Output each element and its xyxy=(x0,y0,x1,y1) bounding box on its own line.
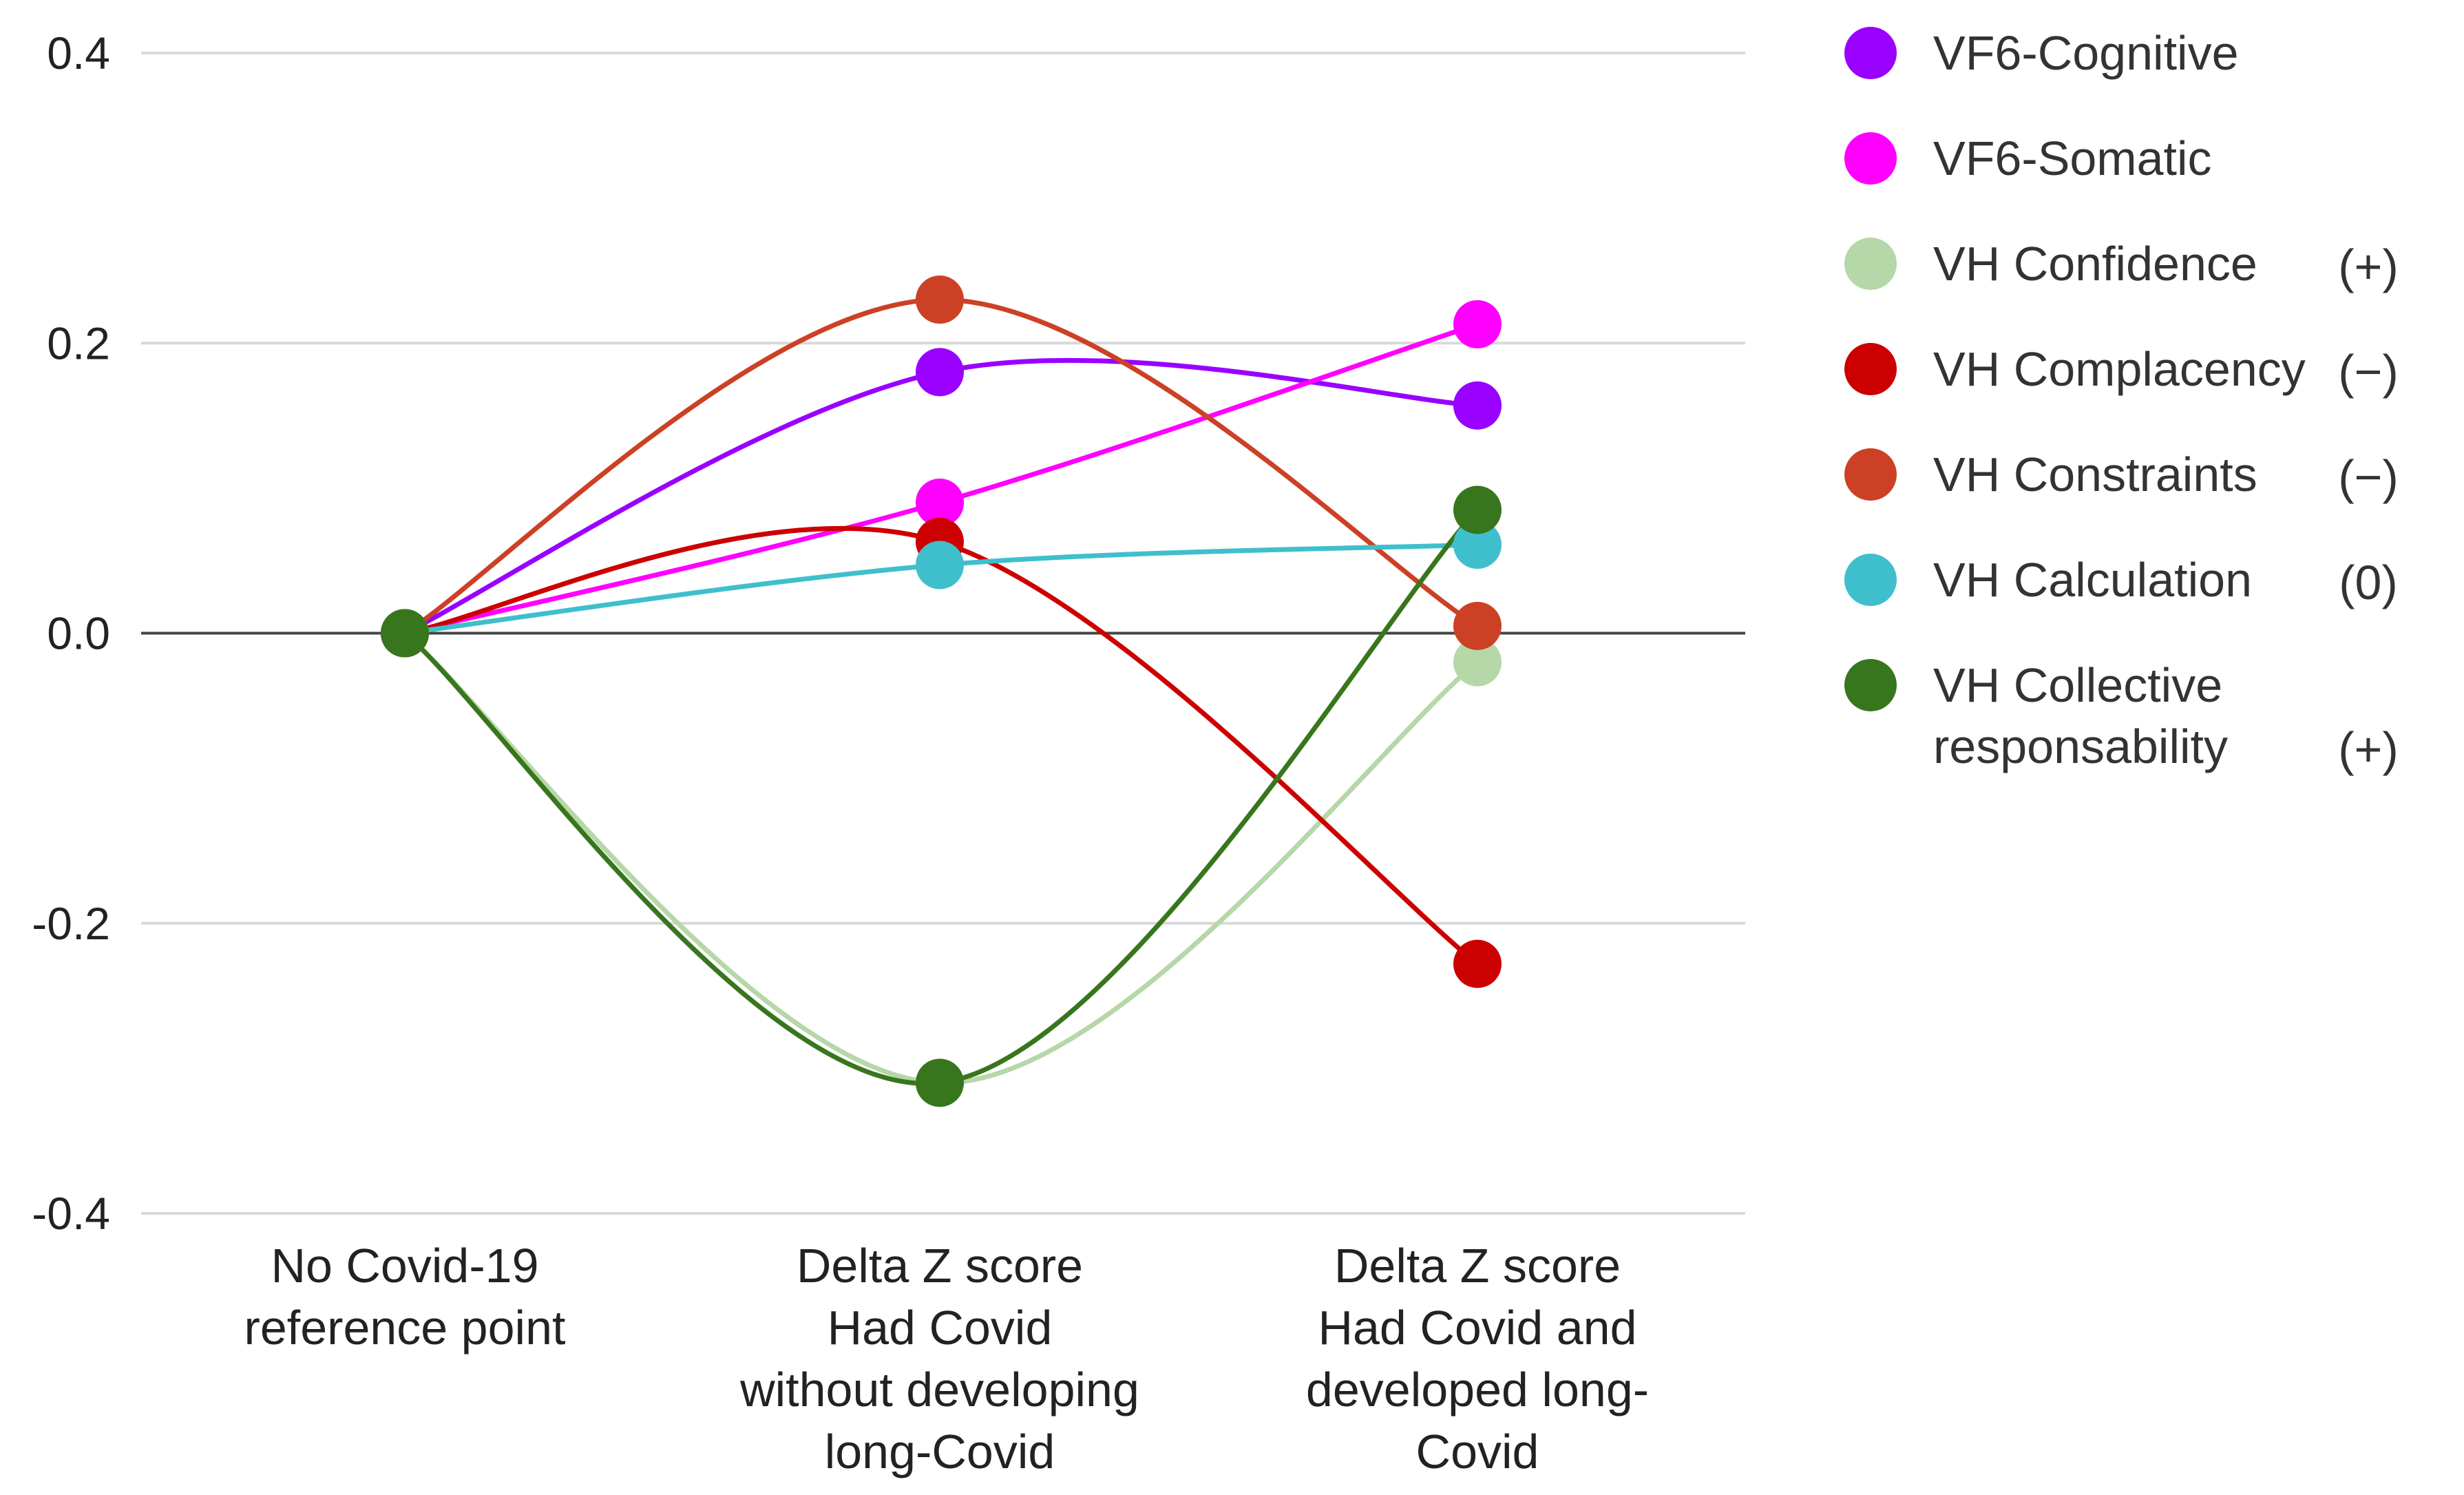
x-category-label: Delta Z score Had Covid and developed long… xyxy=(1306,1239,1649,1478)
legend-swatch xyxy=(1844,238,1897,290)
series-line xyxy=(402,631,1480,1085)
data-point xyxy=(916,1058,964,1107)
x-category-label: Delta Z score Had Covid without developing… xyxy=(739,1239,1139,1478)
legend-sign: (0) xyxy=(2339,556,2398,609)
data-point xyxy=(916,348,964,397)
series-markers xyxy=(381,275,1502,1107)
legend-swatch xyxy=(1844,132,1897,185)
y-tick-label: -0.4 xyxy=(32,1188,110,1239)
legend-label: VF6-Somatic xyxy=(1933,132,2212,185)
data-point xyxy=(1453,939,1502,988)
y-tick-label: 0.2 xyxy=(47,317,110,368)
y-axis-ticks: 0.4 0.2 0.0 -0.2 -0.4 xyxy=(32,28,110,1239)
x-axis-categories: No Covid-19 reference point Delta Z score H… xyxy=(244,1239,1650,1478)
y-tick-label: -0.2 xyxy=(32,898,110,949)
legend-label: VH Complacency xyxy=(1933,342,2306,396)
y-tick-label: 0.0 xyxy=(47,608,110,659)
legend-swatch xyxy=(1844,343,1897,395)
legend-swatch xyxy=(1844,659,1897,711)
legend-swatch xyxy=(1844,27,1897,79)
data-point xyxy=(1453,521,1502,569)
legend-sign: (+) xyxy=(2338,722,2399,776)
legend-label-continued: responsability xyxy=(1933,720,2228,773)
legend-sign: (−) xyxy=(2338,450,2399,504)
data-point xyxy=(1453,601,1502,650)
legend-swatch xyxy=(1844,554,1897,606)
data-point xyxy=(381,609,429,658)
legend-sign: (−) xyxy=(2338,345,2399,399)
data-point xyxy=(916,541,964,589)
data-point xyxy=(916,478,964,527)
legend-label: VH Confidence xyxy=(1933,237,2257,291)
legend-label: VH Constraints xyxy=(1933,448,2257,501)
legend-label: VH Calculation xyxy=(1933,553,2252,607)
legend: VF6-Cognitive VF6-Somatic VH Confidence (+)… xyxy=(1844,26,2399,776)
data-point xyxy=(1453,638,1502,687)
legend-label: VH Collective xyxy=(1933,658,2222,712)
x-category-label: No Covid-19 reference point xyxy=(244,1239,566,1355)
legend-sign: (+) xyxy=(2338,240,2399,293)
legend-label: VF6-Cognitive xyxy=(1933,26,2239,80)
data-point xyxy=(1453,485,1502,534)
data-point xyxy=(1453,300,1502,348)
legend-swatch xyxy=(1844,448,1897,501)
data-point xyxy=(1453,381,1502,430)
data-point xyxy=(916,275,964,324)
y-tick-label: 0.4 xyxy=(47,28,110,79)
series-lines xyxy=(402,297,1480,1087)
